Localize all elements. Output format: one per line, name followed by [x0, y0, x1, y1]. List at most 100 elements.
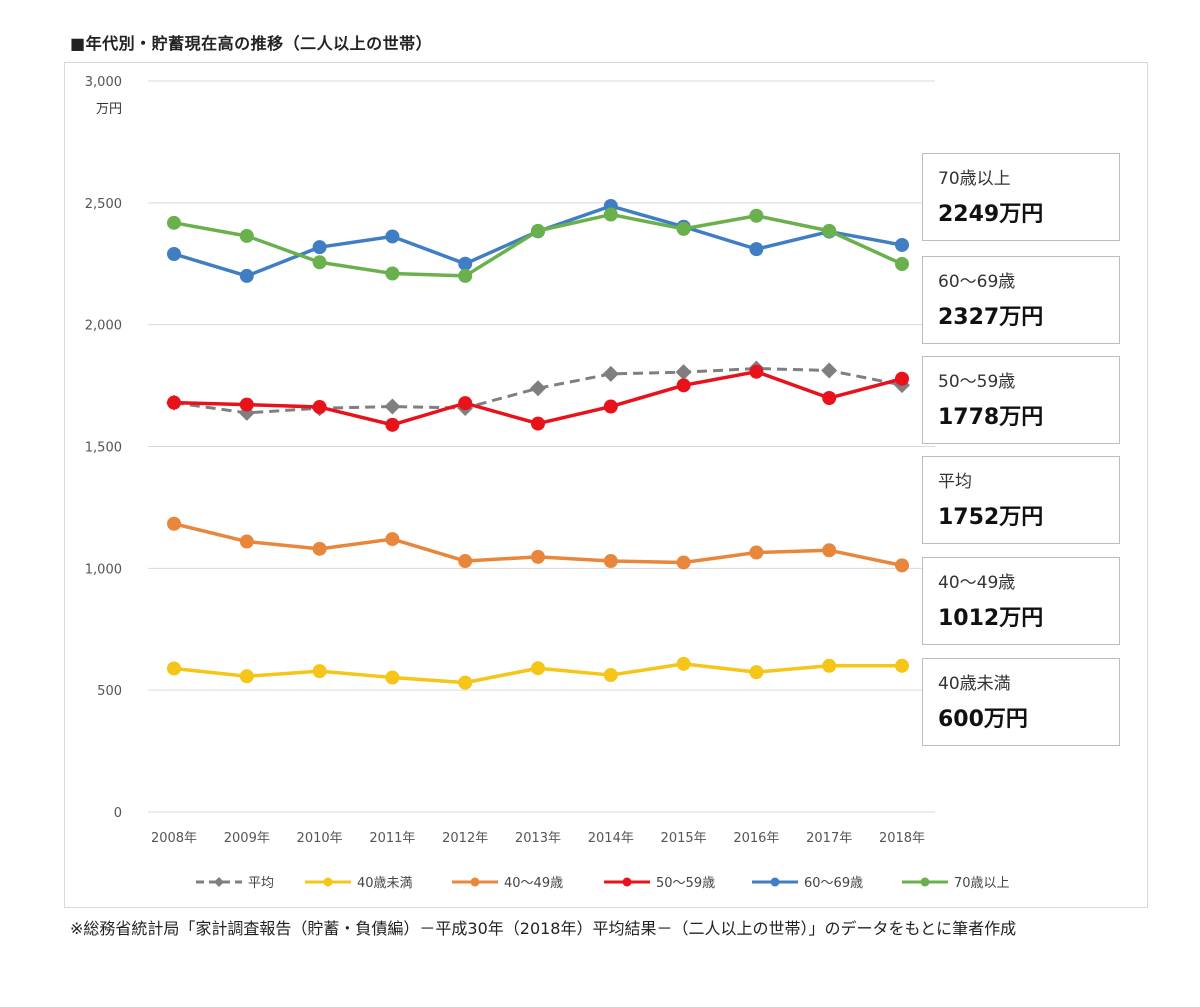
- data-point: [385, 229, 400, 244]
- y-tick-label: 2,500: [85, 197, 122, 212]
- callout-box: 70歳以上 2249万円: [922, 153, 1120, 241]
- data-point: [458, 256, 473, 271]
- data-point: [239, 534, 254, 549]
- data-point: [603, 554, 618, 569]
- data-point: [822, 543, 837, 558]
- callout-label: 50～59歳: [938, 372, 1016, 392]
- data-point: [676, 656, 691, 671]
- legend-marker: [214, 877, 224, 887]
- data-point: [895, 371, 909, 386]
- data-point: [239, 228, 254, 243]
- callout-value: 2327万円: [938, 305, 1044, 330]
- data-point: [312, 400, 327, 415]
- data-point: [384, 398, 401, 415]
- data-point: [239, 268, 254, 283]
- legend-item: 40歳未満: [305, 876, 413, 891]
- x-tick-label: 2018年: [879, 831, 925, 846]
- callout-box: 40～49歳 1012万円: [922, 557, 1120, 645]
- x-tick-label: 2013年: [515, 831, 561, 846]
- legend-label: 60～69歳: [804, 876, 863, 891]
- data-point: [167, 215, 181, 230]
- y-unit-label: 万円: [96, 102, 122, 117]
- callout-box: 平均 1752万円: [922, 456, 1120, 544]
- data-point: [749, 545, 764, 560]
- legend-item: 60～69歳: [752, 876, 863, 891]
- data-point: [895, 558, 909, 573]
- data-point: [749, 364, 764, 379]
- data-point: [895, 237, 909, 252]
- x-tick-label: 2016年: [733, 831, 779, 846]
- data-point: [821, 362, 838, 379]
- data-point: [531, 549, 545, 564]
- x-tick-label: 2009年: [224, 831, 270, 846]
- data-point: [603, 399, 618, 414]
- data-point: [167, 395, 181, 410]
- data-point: [676, 378, 691, 393]
- series-3: [167, 364, 909, 432]
- y-tick-labels: 3,000 2,500 2,000 1,500 1,000 500 0: [85, 75, 122, 821]
- legend-label: 平均: [248, 876, 274, 891]
- series-line: [173, 367, 903, 415]
- legend-marker: [920, 877, 930, 887]
- y-tick-label: 3,000: [85, 75, 122, 90]
- legend-label: 40歳未満: [357, 876, 413, 891]
- legend-item: 40～49歳: [452, 876, 563, 891]
- grid-lines: [148, 80, 935, 813]
- callout-value: 2249万円: [938, 202, 1044, 227]
- data-point: [385, 266, 400, 281]
- data-point: [749, 665, 764, 680]
- callout-value: 600万円: [938, 707, 1028, 732]
- data-point: [895, 658, 909, 673]
- callout-box: 60～69歳 2327万円: [922, 256, 1120, 344]
- series-group: [166, 199, 910, 690]
- legend-item: 50～59歳: [604, 876, 715, 891]
- data-point: [530, 380, 546, 397]
- x-tick-label: 2015年: [661, 831, 707, 846]
- data-point: [312, 664, 327, 679]
- data-point: [239, 669, 254, 684]
- data-point: [676, 221, 691, 236]
- data-point: [531, 661, 545, 676]
- series-1: [167, 656, 909, 690]
- chart-title: ■年代別・貯蓄現在高の推移（二人以上の世帯）: [70, 34, 433, 53]
- legend-marker: [770, 877, 780, 887]
- data-point: [312, 541, 327, 556]
- y-tick-label: 1,500: [85, 441, 122, 456]
- chart-frame: [64, 62, 1148, 908]
- series-line: [173, 212, 903, 278]
- x-tick-labels: 2008年 2009年 2010年 2011年 2012年 2013年 2014年 2015年…: [151, 831, 925, 846]
- data-point: [603, 668, 618, 683]
- data-point: [458, 675, 473, 690]
- legend-marker: [470, 877, 480, 887]
- data-point: [749, 242, 764, 257]
- data-point: [531, 223, 545, 238]
- x-tick-label: 2008年: [151, 831, 197, 846]
- legend-marker: [323, 877, 333, 887]
- callout-label: 60～69歳: [938, 272, 1016, 292]
- legend-label: 50～59歳: [656, 876, 715, 891]
- data-point: [749, 208, 764, 223]
- callout-box: 50～59歳 1778万円: [922, 356, 1120, 444]
- data-point: [531, 416, 545, 431]
- y-tick-label: 500: [97, 684, 122, 699]
- x-tick-label: 2012年: [442, 831, 488, 846]
- callout-label: 40～49歳: [938, 573, 1016, 593]
- y-tick-label: 0: [114, 806, 122, 821]
- data-point: [312, 255, 327, 270]
- data-point: [239, 397, 254, 412]
- data-point: [458, 396, 473, 411]
- data-point: [312, 240, 327, 255]
- y-tick-label: 2,000: [85, 319, 122, 334]
- legend-label: 40～49歳: [504, 876, 563, 891]
- data-point: [822, 658, 837, 673]
- x-tick-label: 2017年: [806, 831, 852, 846]
- callout-value: 1778万円: [938, 405, 1044, 430]
- data-point: [822, 391, 837, 406]
- data-point: [676, 555, 691, 570]
- series-4: [167, 199, 909, 283]
- series-2: [167, 516, 909, 573]
- callout-label: 平均: [938, 472, 972, 492]
- data-point: [603, 207, 618, 222]
- data-point: [458, 268, 473, 283]
